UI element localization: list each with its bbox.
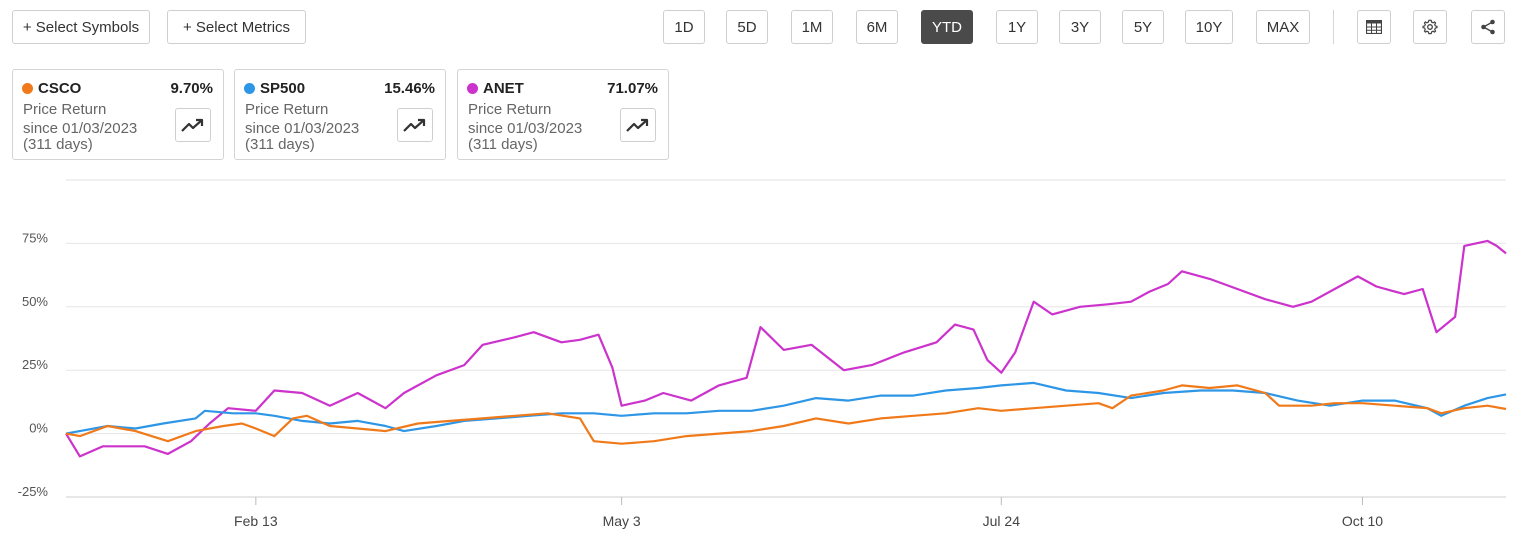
series-color-dot: [22, 83, 33, 94]
trending-up-icon: [181, 118, 204, 132]
x-tick-label: Jul 24: [983, 513, 1021, 529]
select-symbols-button[interactable]: + Select Symbols: [12, 10, 150, 44]
card-metric: Price Return: [23, 101, 107, 118]
card-days: (311 days): [23, 136, 93, 153]
y-tick-label: 50%: [22, 294, 48, 309]
card-value: 9.70%: [170, 80, 213, 97]
range-button-5y[interactable]: 5Y: [1122, 10, 1164, 44]
table-icon: [1366, 20, 1382, 34]
share-button[interactable]: [1471, 10, 1505, 44]
range-button-1d[interactable]: 1D: [663, 10, 705, 44]
x-tick-label: May 3: [603, 513, 641, 529]
trend-button[interactable]: [397, 108, 433, 142]
range-button-ytd[interactable]: YTD: [921, 10, 973, 44]
card-since: since 01/03/2023 (311 days): [468, 121, 582, 153]
y-tick-label: 25%: [22, 357, 48, 372]
toolbar-divider: [1333, 10, 1334, 44]
trending-up-icon: [626, 118, 649, 132]
card-since-date: since 01/03/2023: [23, 120, 138, 137]
series-color-dot: [467, 83, 478, 94]
y-tick-label: 75%: [22, 230, 48, 245]
card-metric: Price Return: [468, 101, 552, 118]
range-button-1m[interactable]: 1M: [791, 10, 833, 44]
range-button-3y[interactable]: 3Y: [1059, 10, 1101, 44]
range-button-max[interactable]: MAX: [1256, 10, 1310, 44]
select-metrics-button[interactable]: + Select Metrics: [167, 10, 306, 44]
trending-up-icon: [403, 118, 426, 132]
card-value: 71.07%: [607, 80, 658, 97]
table-view-button[interactable]: [1357, 10, 1391, 44]
price-return-chart: -25% 0% 25% 50% 75% Feb 13 May 3 Jul 24 Oct 10: [18, 179, 1507, 529]
card-since-date: since 01/03/2023: [245, 120, 360, 137]
trend-button[interactable]: [175, 108, 211, 142]
symbol-card-anet: ANET 71.07% Price Return since 01/03/202…: [457, 69, 669, 160]
card-symbol: SP500: [260, 80, 306, 97]
card-since: since 01/03/2023 (311 days): [23, 121, 137, 153]
range-button-1y[interactable]: 1Y: [996, 10, 1038, 44]
series-line-csco: [65, 384, 1507, 445]
gear-icon: [1422, 19, 1438, 35]
symbol-card-sp500: SP500 15.46% Price Return since 01/03/20…: [234, 69, 446, 160]
series-line-sp500: [65, 381, 1507, 435]
x-tick-label: Feb 13: [234, 513, 278, 529]
trend-button[interactable]: [620, 108, 656, 142]
card-since: since 01/03/2023 (311 days): [245, 121, 359, 153]
card-since-date: since 01/03/2023: [468, 120, 583, 137]
card-days: (311 days): [245, 136, 315, 153]
symbol-card-csco: CSCO 9.70% Price Return since 01/03/2023…: [12, 69, 224, 160]
share-icon: [1481, 19, 1495, 35]
card-symbol: CSCO: [38, 80, 82, 97]
series-line-anet: [65, 239, 1507, 458]
range-button-5d[interactable]: 5D: [726, 10, 768, 44]
card-days: (311 days): [468, 136, 538, 153]
range-button-6m[interactable]: 6M: [856, 10, 898, 44]
x-tick-label: Oct 10: [1342, 513, 1383, 529]
range-button-10y[interactable]: 10Y: [1185, 10, 1233, 44]
y-tick-label: 0%: [29, 421, 48, 436]
y-tick-label: -25%: [18, 484, 49, 499]
settings-button[interactable]: [1413, 10, 1447, 44]
card-value: 15.46%: [384, 80, 435, 97]
card-metric: Price Return: [245, 101, 329, 118]
card-symbol: ANET: [483, 80, 524, 97]
series-color-dot: [244, 83, 255, 94]
